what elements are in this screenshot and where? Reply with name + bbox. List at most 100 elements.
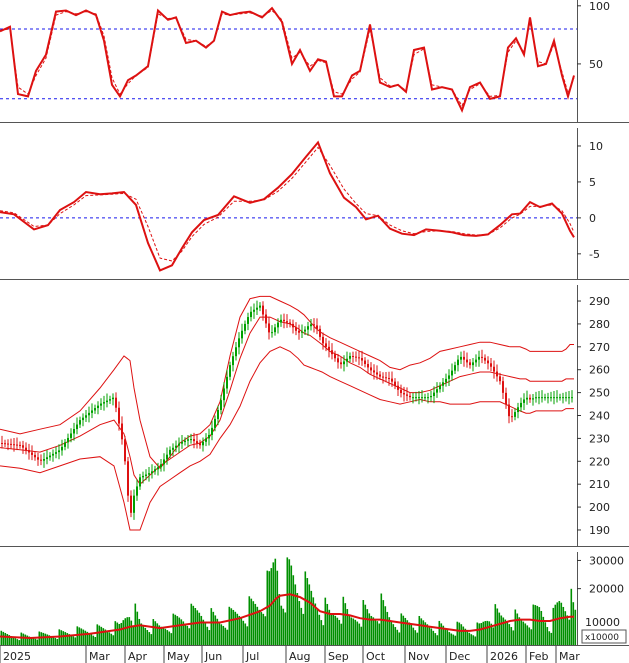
candle-body [100,403,102,406]
candle-body [280,319,282,323]
volume-bar [116,622,119,645]
volume-bar [164,628,167,645]
candle-body [568,397,570,399]
volume-bar [114,621,117,645]
candle-body [217,410,219,419]
volume-bar [324,597,327,645]
volume-bar [360,626,363,645]
candle-body [529,397,531,400]
volume-bar [48,635,51,645]
y-tick-label: 0 [589,212,596,225]
candle-body [124,439,126,462]
volume-bar [538,607,541,645]
candle-body [1,442,3,444]
x-tick-label: 2025 [3,650,31,663]
volume-bar [94,636,97,645]
volume-bar [134,603,137,645]
candle-body [103,402,105,404]
y-tick-label: 250 [589,387,610,400]
volume-bar [474,636,477,645]
volume-bar [90,634,93,645]
volume-bar [558,600,561,645]
volume-bar [466,630,469,645]
volume-bar [156,623,159,645]
volume-bar [52,637,55,645]
candle-body [136,486,138,496]
candle-body [295,327,297,331]
y-tick-label: 30000 [589,554,624,567]
volume-bar [560,602,563,645]
volume-bar [518,617,521,645]
candle-body [115,397,117,408]
unit-label-box [581,629,627,644]
volume-bar [308,584,311,645]
volume-bar [356,621,359,645]
candle-body [526,397,528,400]
candle-body [10,443,12,445]
volume-bar [514,609,517,645]
volume-bar [328,609,331,645]
candle-body [352,355,354,357]
candle-body [145,474,147,476]
volume-bar [62,631,65,645]
candle-body [553,397,555,399]
candle-body [517,407,519,413]
candle-body [322,336,324,344]
candle-body [256,307,258,310]
candle-body [58,450,60,453]
volume-bar [404,617,407,645]
candle-body [34,454,36,458]
volume-bar [358,623,361,645]
volume-bar [216,618,219,645]
y-tick-label: 10 [589,140,603,153]
y-tick-label: 210 [589,478,610,491]
candle-body [43,459,45,461]
volume-bar [512,630,515,645]
volume-bar [516,613,519,645]
volume-bar [422,620,425,645]
volume-bar [18,640,21,645]
candle-body [4,443,6,445]
x-tick-label: Nov [408,650,430,663]
volume-bar [98,625,101,645]
candle-body [55,452,57,454]
candle-body [361,358,363,361]
volume-bar [232,609,235,645]
candle-body [496,371,498,377]
candle-body [226,376,228,389]
volume-bar [470,634,473,645]
volume-bar [260,612,263,645]
volume-bar [338,619,341,645]
volume-bar [402,615,405,645]
candle-body [97,405,99,409]
candle-body [106,400,108,403]
volume-bar [322,625,325,645]
volume-bar [242,620,245,645]
volume-bar [254,603,257,645]
candle-body [412,397,414,399]
volume-bar [272,562,275,645]
volume-bar [330,613,333,645]
candle-body [274,327,276,333]
volume-bar [88,633,91,645]
candle-body [277,322,279,328]
candle-body [499,376,501,382]
volume-bar [140,623,143,645]
volume-bar [446,630,449,645]
volume-bar [408,622,411,645]
volume-bar [278,594,281,645]
candle-body [82,417,84,421]
volume-bar [282,608,285,645]
volume-bar [32,638,35,645]
volume-bar [410,624,413,645]
candle-body [376,372,378,375]
y-tick-label: 10000 [585,616,620,629]
candle-body [406,394,408,396]
volume-bar [136,611,139,645]
candle-body [64,442,66,447]
volume-bar [262,613,265,645]
volume-bar [472,635,475,645]
candle-body [181,442,183,444]
volume-bar [100,626,103,645]
